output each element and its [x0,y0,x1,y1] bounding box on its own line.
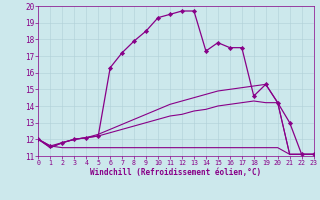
X-axis label: Windchill (Refroidissement éolien,°C): Windchill (Refroidissement éolien,°C) [91,168,261,177]
